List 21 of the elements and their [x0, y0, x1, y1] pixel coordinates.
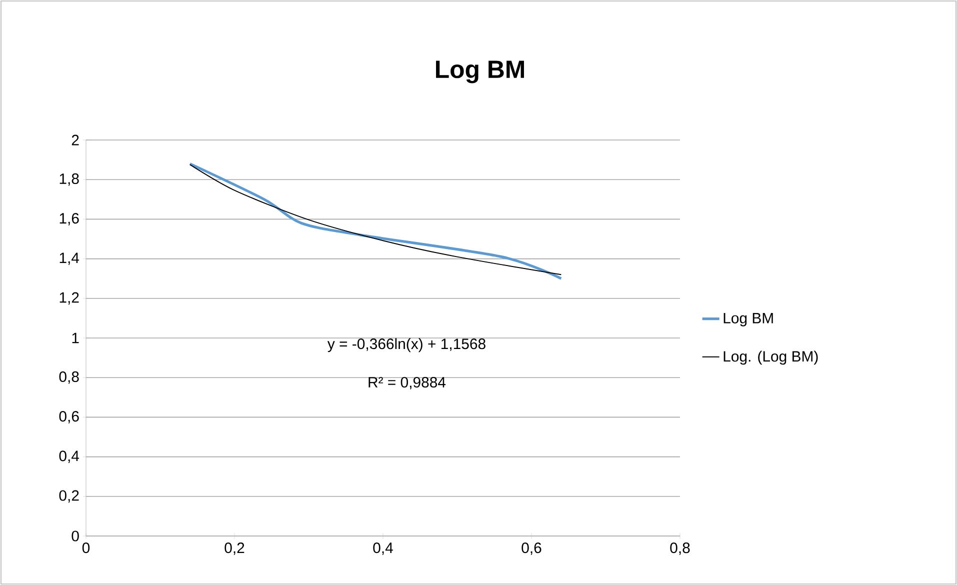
- annotation: R² = 0,9884: [368, 376, 446, 390]
- y-tick-label: 1: [72, 332, 79, 344]
- chart-title: Log BM: [436, 60, 524, 84]
- x-tick-label: 0,6: [522, 542, 542, 555]
- y-tick-label: 1,8: [60, 173, 79, 186]
- y-tick-label: 0: [72, 530, 79, 542]
- annotation: y = -0,366ln(x) + 1,1568: [327, 338, 486, 352]
- y-tick-label: 0,4: [59, 450, 80, 463]
- y-tick-label: 1,4: [60, 252, 80, 265]
- legend-label: Log. (Log BM): [724, 350, 818, 365]
- x-tick-label: 0,8: [670, 542, 690, 555]
- y-tick-label: 0,8: [59, 371, 79, 384]
- y-tick-label: 0,2: [59, 490, 79, 503]
- y-tick-label: 0,6: [59, 411, 79, 424]
- x-tick-label: 0,2: [224, 542, 244, 555]
- y-tick-label: 1,6: [60, 213, 79, 226]
- y-tick-label: 2: [72, 134, 79, 146]
- legend-label: Log BM: [724, 312, 773, 326]
- x-tick-label: 0: [82, 542, 90, 554]
- y-tick-label: 1,2: [60, 292, 79, 305]
- x-tick-label: 0,4: [373, 542, 393, 555]
